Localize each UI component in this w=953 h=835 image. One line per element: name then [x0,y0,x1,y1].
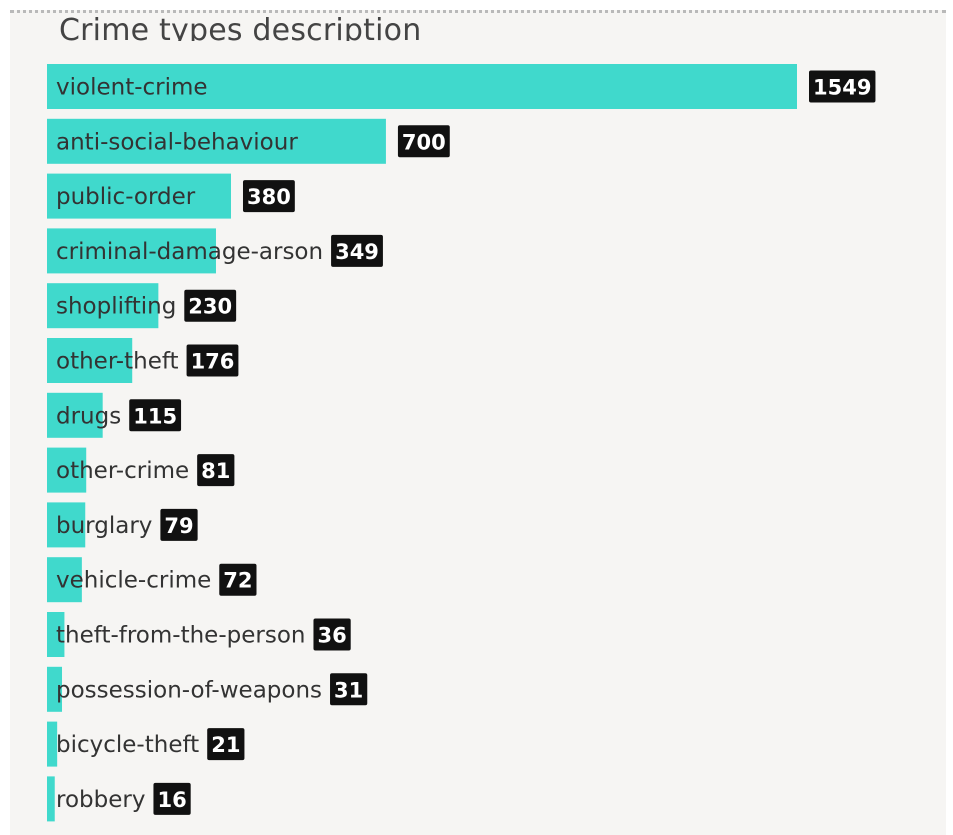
value-label-box [330,673,368,706]
category-label: possession-of-weapons [56,677,322,703]
value-label-box [242,180,295,213]
value-label-box [313,618,351,651]
bar [47,338,133,383]
value-label-box [184,289,237,322]
bar-row: bicycle-theft 21 [47,721,245,767]
bar-row: possession-of-weapons 31 [47,666,368,712]
bar-row: shoplifting 230 [47,283,237,329]
value-label-box [197,454,235,487]
bar [47,173,231,219]
bar [47,64,797,109]
bar-row: other-theft 176 [47,338,239,383]
value-label-box [219,563,257,596]
value-label: 349 [335,240,379,264]
value-label-box [331,234,383,267]
value-label: 81 [201,459,230,483]
bar-row: anti-social-behaviour 700 [47,118,450,164]
category-label: public-order [56,184,196,210]
bar-row: public-order 380 [47,173,295,219]
category-label: bicycle-theft [56,732,199,758]
bar-row: theft-from-the-person 36 [47,612,351,657]
bar [47,612,65,657]
value-label-box [207,728,245,761]
bar [47,392,103,438]
chart-title: Crime types description [59,13,422,41]
value-label-box [129,399,182,432]
category-label: criminal-damage-arson [56,239,323,265]
bar-row: drugs 115 [47,392,182,438]
value-label-box [809,70,876,103]
category-label: anti-social-behaviour [56,129,298,155]
value-label: 176 [191,350,235,374]
bar [47,721,58,767]
category-label: robbery [56,787,145,813]
bar [47,666,63,712]
bar-row: violent-crime 1549 [47,64,876,109]
bar [47,776,55,822]
value-label: 36 [317,624,346,648]
value-label: 16 [157,788,186,812]
bar-row: other-crime 81 [47,447,235,493]
category-label: violent-crime [56,75,208,101]
value-label-box [160,508,198,541]
bar [47,283,159,329]
value-label: 21 [211,733,240,757]
category-label: other-theft [56,349,179,375]
value-label-box [397,125,450,158]
bar [47,118,386,164]
category-label: other-crime [56,458,189,484]
value-label-box [153,782,191,815]
value-label: 700 [402,130,446,154]
value-label: 72 [223,569,252,593]
value-label: 1549 [813,76,871,100]
category-label: theft-from-the-person [56,623,305,649]
category-label: shoplifting [56,294,176,320]
bar [47,447,87,493]
category-label: vehicle-crime [56,568,211,594]
bar-row: criminal-damage-arson 349 [47,228,383,274]
category-label: drugs [56,403,121,429]
bar [47,502,86,548]
value-label: 230 [188,295,232,319]
bar [47,557,82,603]
bar [47,228,216,274]
value-label: 380 [247,185,291,209]
value-label: 31 [334,678,363,702]
value-label: 79 [164,514,193,538]
bar-row: vehicle-crime 72 [47,557,257,603]
value-label-box [186,344,239,377]
value-label: 115 [133,404,177,428]
bar-row: robbery 16 [47,776,191,822]
bar-row: burglary 79 [47,502,198,548]
category-label: burglary [56,513,152,539]
